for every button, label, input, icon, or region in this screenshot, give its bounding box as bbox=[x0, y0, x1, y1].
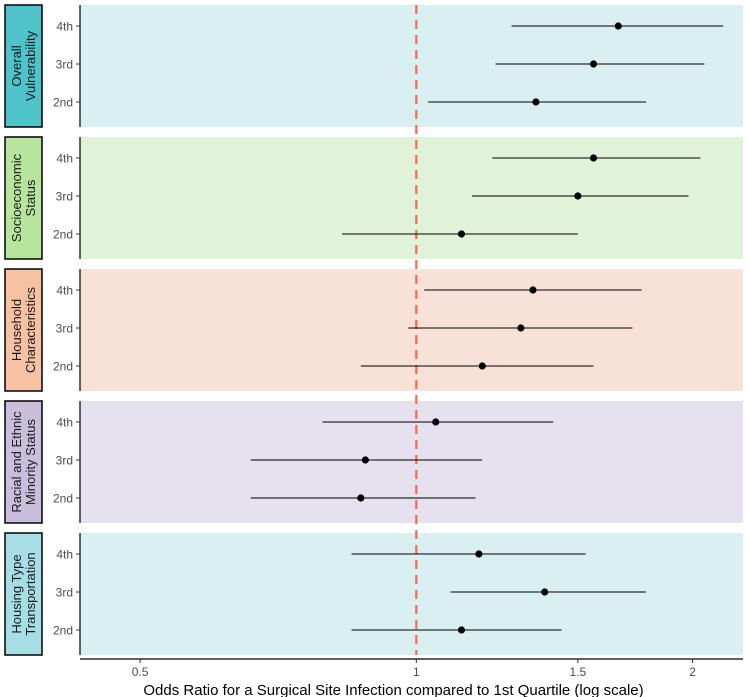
panel-background bbox=[80, 533, 743, 655]
y-tick-label: 2nd bbox=[53, 96, 73, 110]
x-tick-label: 0.5 bbox=[132, 665, 149, 679]
strip-label-line: Racial and Ethnic bbox=[9, 411, 24, 513]
strip-label-line: Characteristics bbox=[23, 287, 38, 373]
x-axis-title: Odds Ratio for a Surgical Site Infection… bbox=[143, 682, 643, 697]
y-tick-label: 2nd bbox=[53, 624, 73, 638]
strip-label-line: Housing Type bbox=[9, 554, 24, 633]
strip-label-line: Transportation bbox=[23, 552, 38, 635]
odds-ratio-point bbox=[614, 22, 622, 30]
y-tick-label: 3rd bbox=[56, 586, 73, 600]
strip-label: Housing TypeTransportation bbox=[9, 552, 38, 635]
strip-label-line: Minority Status bbox=[23, 419, 38, 505]
odds-ratio-point bbox=[517, 324, 525, 332]
strip-label-box bbox=[4, 400, 43, 524]
x-tick-label: 1.5 bbox=[570, 665, 587, 679]
y-tick-label: 3rd bbox=[56, 322, 73, 336]
strip-label-box bbox=[4, 532, 43, 656]
y-tick-label: 4th bbox=[56, 20, 73, 34]
odds-ratio-point bbox=[589, 60, 598, 68]
odds-ratio-point bbox=[574, 192, 582, 200]
panel-background bbox=[80, 5, 743, 127]
odds-ratio-point bbox=[529, 286, 537, 294]
y-tick-label: 3rd bbox=[56, 454, 73, 468]
strip-label-box bbox=[4, 4, 43, 128]
y-tick-label: 4th bbox=[56, 416, 73, 430]
marks bbox=[250, 22, 724, 634]
odds-ratio-point bbox=[475, 550, 483, 558]
strip-label: SocioeconomicStatus bbox=[9, 153, 38, 242]
strip-label: OverallVulnerability bbox=[9, 30, 38, 101]
odds-ratio-point bbox=[357, 494, 365, 502]
odds-ratio-point bbox=[432, 418, 440, 426]
panel-background bbox=[80, 137, 743, 259]
y-tick-label: 4th bbox=[56, 548, 73, 562]
odds-ratio-point bbox=[532, 98, 540, 106]
y-tick-label: 4th bbox=[56, 152, 73, 166]
y-tick-label: 3rd bbox=[56, 190, 73, 204]
strip-label-box bbox=[4, 136, 43, 260]
odds-ratio-point bbox=[457, 626, 466, 634]
strip-label-line: Household bbox=[9, 299, 24, 361]
strip-label-line: Socioeconomic bbox=[9, 153, 24, 242]
strip-label-box bbox=[4, 268, 43, 392]
strip-label-line: Status bbox=[23, 179, 38, 216]
x-tick-label: 1 bbox=[413, 665, 420, 679]
panel-background bbox=[80, 269, 743, 391]
strip-label-line: Overall bbox=[9, 45, 24, 86]
x-axis: 4th 3rd 2nd 4th 3rd 2nd 4th 3rd 2nd 4th 3rd 2nd 4th 3… bbox=[53, 5, 743, 679]
strip-label: HouseholdCharacteristics bbox=[9, 287, 38, 373]
odds-ratio-point bbox=[361, 456, 369, 464]
y-tick-label: 2nd bbox=[53, 228, 73, 242]
odds-ratio-point bbox=[478, 362, 486, 370]
odds-ratio-point bbox=[457, 230, 466, 238]
y-tick-label: 3rd bbox=[56, 58, 73, 72]
y-tick-label: 2nd bbox=[53, 360, 73, 374]
y-tick-label: 2nd bbox=[53, 492, 73, 506]
strip-label: Racial and EthnicMinority Status bbox=[9, 411, 38, 513]
panels: OverallVulnerability SocioeconomicStatus H… bbox=[4, 4, 743, 656]
panel-background bbox=[80, 401, 743, 523]
x-tick-label: 2 bbox=[689, 665, 696, 679]
strip-label-line: Vulnerability bbox=[23, 30, 38, 101]
y-tick-label: 4th bbox=[56, 284, 73, 298]
odds-ratio-point bbox=[541, 588, 549, 596]
odds-ratio-point bbox=[589, 154, 598, 162]
